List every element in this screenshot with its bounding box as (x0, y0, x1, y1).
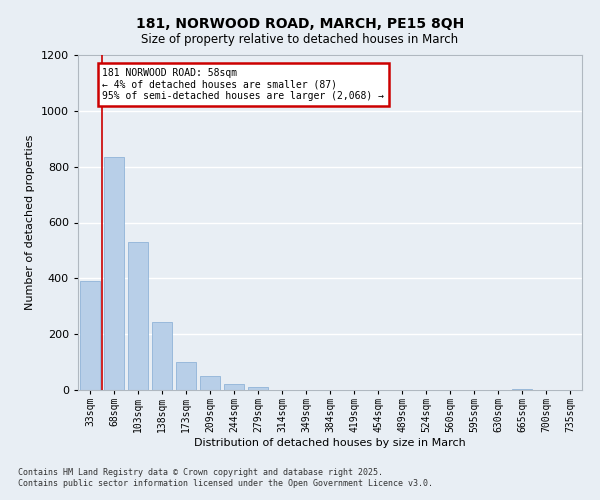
Y-axis label: Number of detached properties: Number of detached properties (25, 135, 35, 310)
Bar (200, 376, 220, 390)
Text: Contains HM Land Registry data © Crown copyright and database right 2025.
Contai: Contains HM Land Registry data © Crown c… (18, 468, 433, 487)
Bar (176, 362, 196, 390)
Text: 181 NORWOOD ROAD: 58sqm
← 4% of detached houses are smaller (87)
95% of semi-det: 181 NORWOOD ROAD: 58sqm ← 4% of detached… (103, 68, 385, 101)
Bar (128, 242, 148, 390)
X-axis label: Distribution of detached houses by size in March: Distribution of detached houses by size … (194, 438, 466, 448)
Text: Size of property relative to detached houses in March: Size of property relative to detached ho… (142, 32, 458, 46)
Text: 181, NORWOOD ROAD, MARCH, PE15 8QH: 181, NORWOOD ROAD, MARCH, PE15 8QH (136, 18, 464, 32)
Bar (512, 388, 532, 390)
Bar (152, 322, 172, 390)
Bar (104, 157, 124, 390)
Bar (224, 384, 244, 390)
Bar (80, 281, 100, 390)
Bar (248, 387, 268, 390)
